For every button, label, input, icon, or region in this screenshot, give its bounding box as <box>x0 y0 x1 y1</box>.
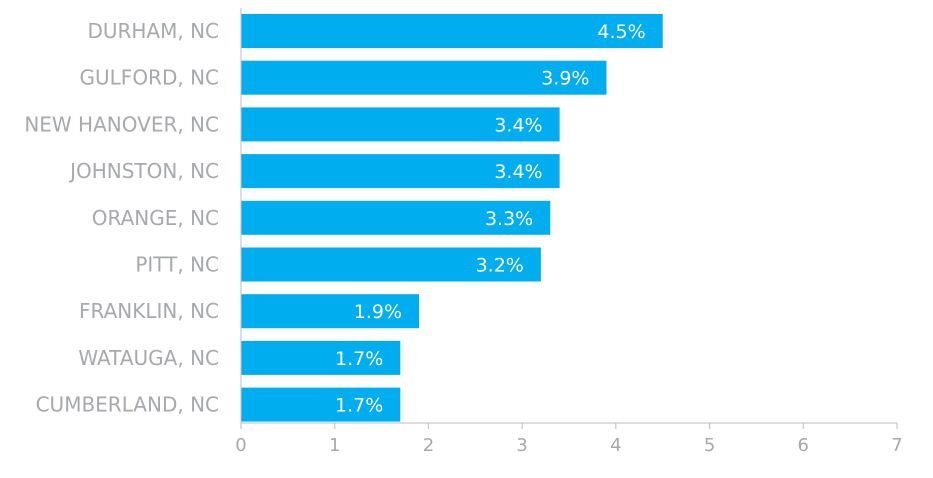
bars-group <box>241 14 663 422</box>
data-label: 3.3% <box>485 208 533 230</box>
data-label: 3.9% <box>541 68 589 90</box>
category-label: WATAUGA, NC <box>78 346 219 370</box>
bar <box>241 340 401 375</box>
category-labels: DURHAM, NC GULFORD, NC NEW HANOVER, NC JOHN… <box>24 19 219 417</box>
category-label: NEW HANOVER, NC <box>24 112 219 136</box>
data-label: 3.4% <box>494 114 542 136</box>
category-label: PITT, NC <box>135 253 219 277</box>
bar <box>241 247 541 282</box>
data-label: 4.5% <box>597 21 645 43</box>
x-tick-label: 2 <box>423 435 434 456</box>
category-label: DURHAM, NC <box>87 19 219 43</box>
category-label: FRANKLIN, NC <box>79 299 219 323</box>
x-tick-label: 6 <box>798 435 809 456</box>
data-label: 3.2% <box>476 255 524 277</box>
category-label: CUMBERLAND, NC <box>36 393 219 417</box>
bar <box>241 154 560 189</box>
x-tick-labels: 0 1 2 3 4 5 6 7 <box>235 423 903 456</box>
bar <box>241 60 607 95</box>
category-label: GULFORD, NC <box>80 66 219 90</box>
bar <box>241 107 560 142</box>
x-tick-label: 1 <box>329 435 340 456</box>
x-tick-label: 4 <box>610 435 621 456</box>
bar <box>241 14 663 48</box>
data-label: 1.7% <box>335 348 383 370</box>
category-label: JOHNSTON, NC <box>68 159 219 183</box>
bar <box>241 200 551 235</box>
data-label: 3.4% <box>494 161 542 183</box>
x-tick-label: 3 <box>516 435 527 456</box>
category-label: ORANGE, NC <box>92 206 219 230</box>
data-labels: 4.5% 3.9% 3.4% 3.4% 3.3% 3.2% 1.9% 1.7% 1.7% <box>335 21 646 417</box>
bar <box>241 387 401 422</box>
x-tick-label: 0 <box>235 435 246 456</box>
x-tick-label: 5 <box>704 435 715 456</box>
data-label: 1.7% <box>335 395 383 417</box>
data-label: 1.9% <box>354 301 402 323</box>
bar <box>241 294 420 329</box>
x-tick-label: 7 <box>891 435 902 456</box>
